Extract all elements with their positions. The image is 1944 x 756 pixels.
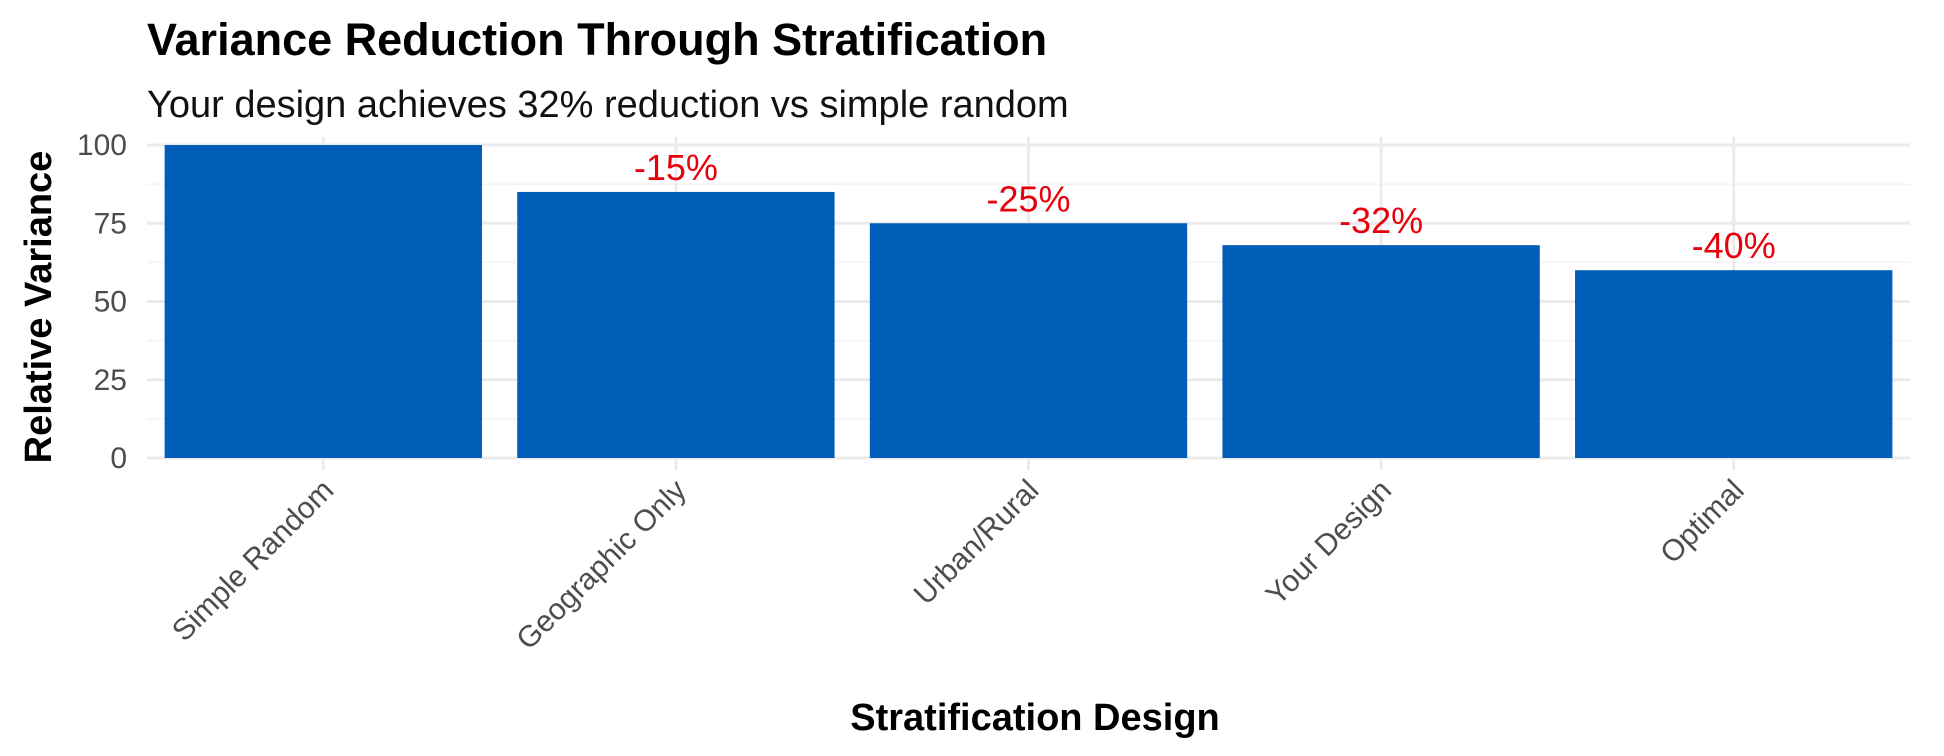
bar — [517, 191, 835, 458]
data-labels: -15% -25% -32% -40% — [634, 147, 1776, 266]
bar — [1575, 270, 1893, 458]
x-tick-label: Your Design — [1260, 474, 1398, 612]
x-axis-title: Stratification Design — [850, 697, 1220, 739]
x-tick-label: Simple Random — [166, 474, 340, 648]
data-label: -40% — [1692, 225, 1776, 266]
y-tick-label: 50 — [94, 286, 127, 319]
y-tick-label: 75 — [94, 207, 127, 240]
x-tick-label: Optimal — [1654, 474, 1750, 570]
x-axis-ticks: Simple Random Geographic Only Urban/Rural Y… — [166, 474, 1751, 657]
y-axis-title: Relative Variance — [18, 151, 60, 464]
chart-title: Variance Reduction Through Stratificatio… — [147, 14, 1047, 65]
bar — [164, 145, 482, 458]
chart-subtitle: Your design achieves 32% reduction vs si… — [147, 84, 1069, 126]
bars — [164, 145, 1893, 458]
x-tick-label: Geographic Only — [510, 474, 693, 657]
bar — [869, 223, 1188, 458]
data-label: -32% — [1339, 200, 1423, 241]
y-tick-label: 0 — [110, 442, 127, 475]
bar — [1222, 245, 1540, 458]
y-tick-label: 25 — [94, 364, 127, 397]
x-tick-label: Urban/Rural — [908, 474, 1046, 612]
data-label: -15% — [634, 147, 718, 188]
data-label: -25% — [986, 178, 1070, 219]
y-axis-ticks: 0 25 50 75 100 — [77, 129, 127, 475]
y-tick-label: 100 — [77, 129, 127, 162]
